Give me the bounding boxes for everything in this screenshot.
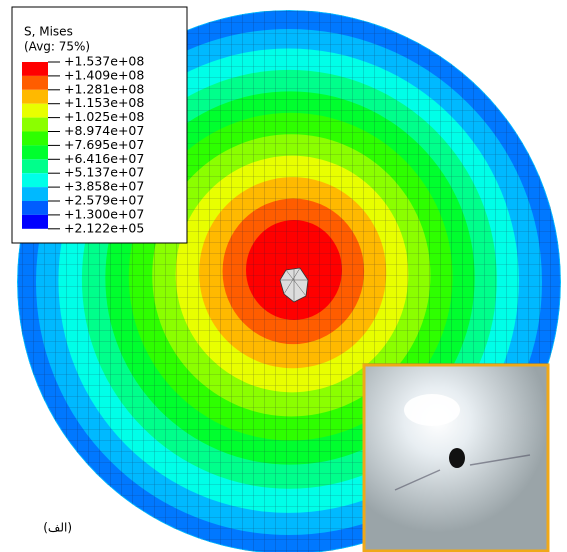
legend-label: +8.974e+07 [64, 123, 144, 138]
legend-label: +2.579e+07 [64, 193, 144, 208]
legend-swatch [22, 173, 48, 188]
legend-label: +5.137e+07 [64, 165, 144, 180]
legend-label: +6.416e+07 [64, 151, 144, 166]
legend-label: +1.153e+08 [64, 95, 144, 110]
legend-swatch [22, 187, 48, 201]
legend-label: +1.281e+08 [64, 81, 144, 96]
legend-label: +2.122e+05 [64, 220, 144, 235]
legend-title: S, Mises [24, 25, 73, 39]
legend-label: +7.695e+07 [64, 137, 144, 152]
legend-swatch [22, 214, 48, 229]
legend: S, Mises (Avg: 75%) +1.537e+08+1.409e+08… [11, 6, 188, 244]
legend-swatch [22, 131, 48, 146]
legend-swatch [22, 201, 48, 215]
legend-label: +3.858e+07 [64, 179, 144, 194]
legend-swatch [22, 89, 48, 104]
legend-label: +1.025e+08 [64, 109, 144, 124]
photo-inset [362, 363, 550, 552]
legend-swatch [22, 145, 48, 160]
legend-swatch [22, 117, 48, 132]
legend-label: +1.409e+08 [64, 67, 144, 82]
legend-swatch [22, 103, 48, 118]
hole [279, 267, 309, 303]
legend-subtitle: (Avg: 75%) [24, 40, 90, 54]
legend-label: +1.300e+07 [64, 206, 144, 221]
legend-swatch [22, 62, 48, 76]
legend-swatch [22, 75, 48, 90]
caption: (الف) [43, 521, 72, 535]
legend-label: +1.537e+08 [64, 54, 144, 69]
legend-swatch [22, 159, 48, 174]
